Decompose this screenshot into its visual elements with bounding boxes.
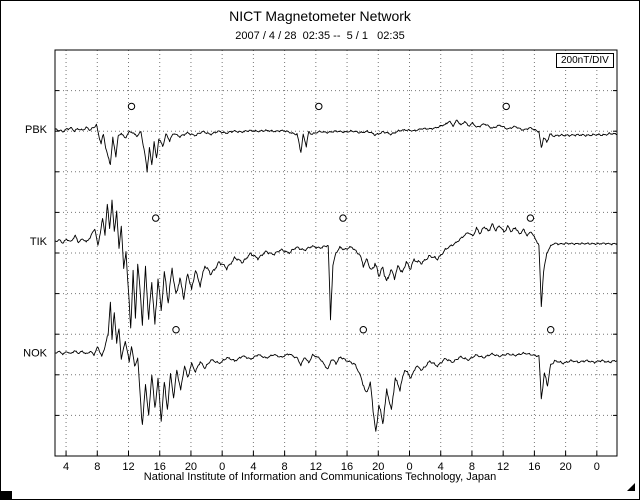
noon-marker [172, 326, 180, 334]
x-tick-label: 8 [469, 461, 475, 473]
x-tick-label: 0 [406, 461, 412, 473]
noon-marker [526, 214, 535, 222]
chart-title: NICT Magnetometer Network [229, 8, 411, 24]
trace-PBK [54, 119, 618, 173]
x-tick-label: 4 [63, 461, 69, 473]
footer-caption: National Institute of Information and Co… [143, 471, 497, 483]
noon-marker [127, 102, 136, 111]
trace-TIK [54, 199, 618, 329]
chart-subtitle: 2007 / 4 / 28 02:35 -- 5 / 1 02:35 [235, 30, 405, 42]
trace-NOK [54, 301, 618, 432]
x-tick-label: 4 [438, 461, 444, 473]
x-tick-label: 0 [219, 461, 225, 473]
x-tick-label: 16 [154, 461, 166, 473]
x-tick-label: 20 [185, 461, 197, 473]
scale-label: 200nT/DIV [556, 53, 614, 68]
x-tick-label: 16 [528, 461, 540, 473]
noon-marker [339, 214, 347, 222]
x-tick-label: 12 [122, 461, 134, 473]
noon-marker [502, 102, 510, 111]
noon-marker [315, 102, 323, 111]
x-tick-label: 8 [94, 461, 100, 473]
noon-marker [359, 326, 367, 334]
station-label-NOK: NOK [23, 347, 48, 359]
cursor-mark-icon [627, 483, 635, 491]
x-tick-label: 20 [372, 461, 384, 473]
station-label-PBK: PBK [25, 124, 48, 136]
x-tick-label: 0 [594, 461, 600, 473]
x-tick-label: 8 [282, 461, 288, 473]
noon-marker [547, 326, 555, 334]
x-tick-label: 12 [310, 461, 322, 473]
station-label-TIK: TIK [30, 236, 48, 248]
corner-square [0, 491, 12, 500]
noon-marker [152, 214, 160, 222]
x-tick-label: 12 [497, 461, 509, 473]
x-tick-label: 4 [250, 461, 256, 473]
x-tick-label: 20 [559, 461, 571, 473]
x-tick-label: 16 [341, 461, 353, 473]
